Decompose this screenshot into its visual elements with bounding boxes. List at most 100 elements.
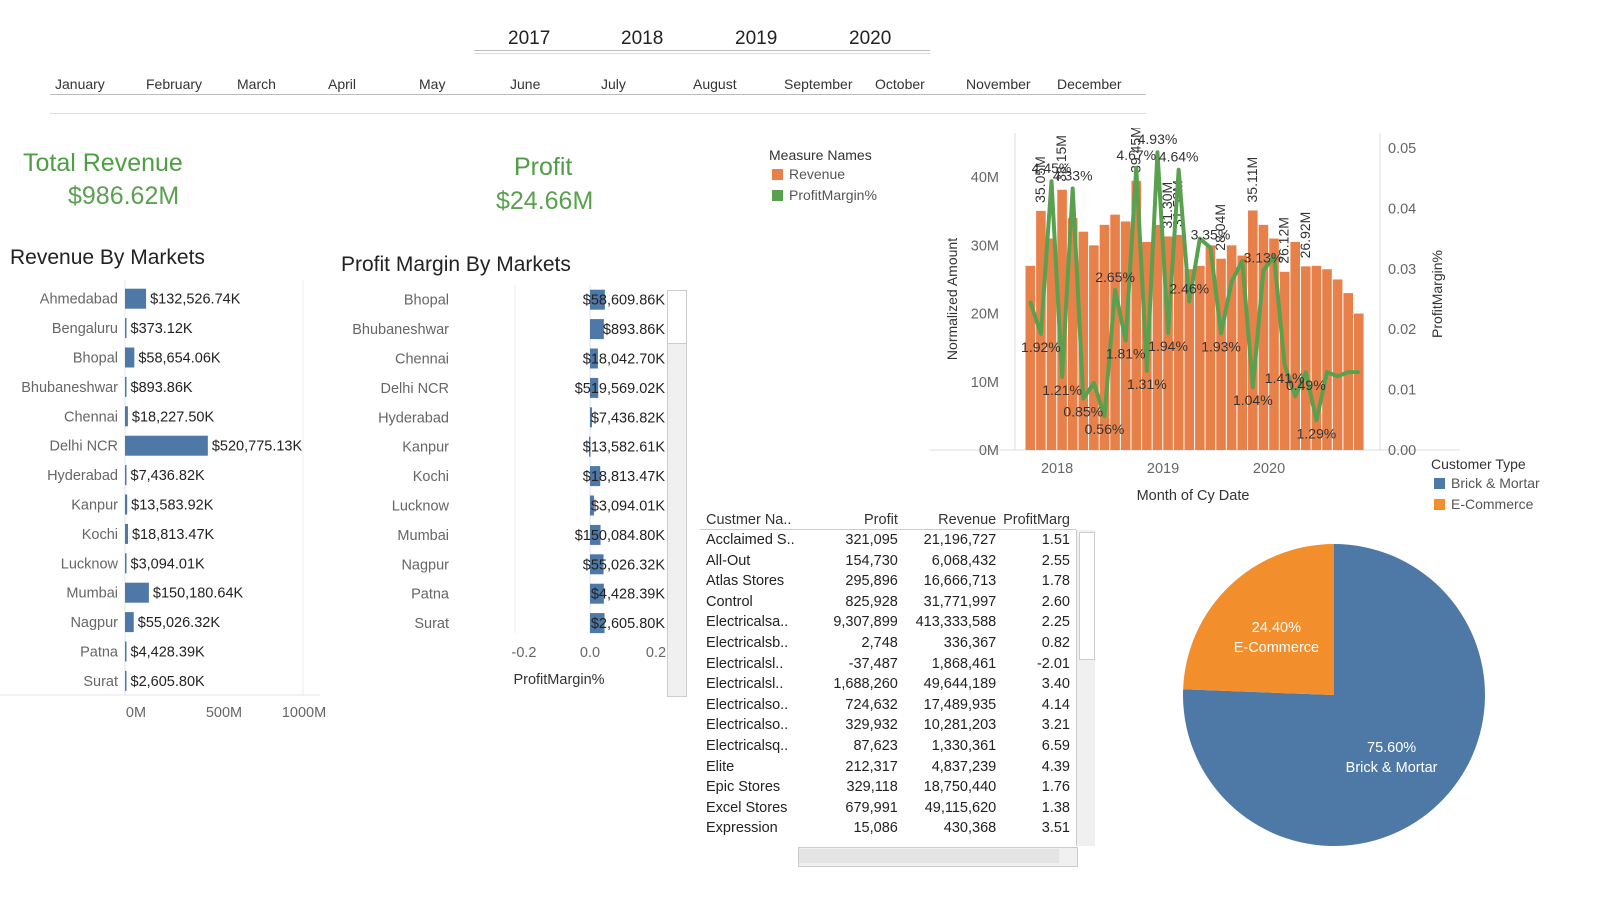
combo-profitmargin-point bbox=[1102, 414, 1106, 418]
profit-title: Profit bbox=[514, 153, 573, 181]
table-header-row: Custmer Na.. Profit Revenue ProfitMarg bbox=[700, 511, 1076, 530]
combo-profitmargin-point bbox=[1134, 166, 1138, 170]
pm-bar bbox=[590, 377, 599, 398]
combo-revenue-bar bbox=[1205, 245, 1216, 450]
combo-revenue-data-label: 38.15M bbox=[1053, 135, 1069, 182]
combo-profitmargin-point bbox=[1124, 339, 1128, 343]
legend-item-e-commerce[interactable]: E-Commerce bbox=[1434, 496, 1533, 512]
combo-revenue-data-label: 28.04M bbox=[1212, 204, 1228, 251]
combo-revenue-bar bbox=[1301, 266, 1311, 450]
year-filter-2019[interactable]: 2019 bbox=[735, 28, 778, 49]
pm-category-label: Lucknow bbox=[392, 499, 450, 515]
legend-swatch-e-commerce bbox=[1434, 498, 1445, 510]
table-cell-revenue: 49,115,620 bbox=[924, 799, 997, 816]
table-row[interactable]: Excel Stores 679,991 49,115,620 1.38 bbox=[700, 798, 1076, 819]
legend-item-revenue[interactable]: Revenue bbox=[772, 166, 845, 182]
month-filter-may[interactable]: May bbox=[419, 76, 446, 92]
month-filter-february[interactable]: February bbox=[146, 76, 203, 92]
pm-x-tick-label: 0.2 bbox=[646, 645, 666, 661]
rev-bar bbox=[125, 406, 128, 427]
rev-category-label: Kochi bbox=[82, 527, 118, 543]
table-row[interactable]: Control 825,928 31,771,997 2.60 bbox=[700, 592, 1076, 613]
combo-profitmargin-data-label: 1.04% bbox=[1233, 392, 1273, 408]
month-filter-march[interactable]: March bbox=[237, 76, 276, 92]
table-row[interactable]: Electricalsb.. 2,748 336,367 0.82 bbox=[700, 633, 1076, 654]
table-cell-profitmargin: 1.38 bbox=[1041, 799, 1070, 816]
table-cell-customer: Electricalsb.. bbox=[706, 634, 789, 651]
combo-revenue-bar bbox=[1237, 255, 1248, 450]
table-header-customer[interactable]: Custmer Na.. bbox=[706, 512, 792, 528]
table-row[interactable]: Electricalsl.. -37,487 1,868,461 -2.01 bbox=[700, 654, 1076, 675]
pm-data-label: $3,094.01K bbox=[591, 499, 666, 515]
pm-data-label: $13,582.61K bbox=[583, 440, 666, 456]
profit-margin-scrollbar[interactable] bbox=[667, 290, 687, 697]
month-filter-divider-2 bbox=[50, 113, 1146, 114]
table-row[interactable]: Electricalsl.. 1,688,260 49,644,189 3.40 bbox=[700, 674, 1076, 695]
table-header-revenue[interactable]: Revenue bbox=[938, 512, 997, 528]
month-filter-april[interactable]: April bbox=[328, 76, 357, 92]
profit-margin-scrollbar-thumb[interactable] bbox=[668, 291, 686, 344]
month-filter-june[interactable]: June bbox=[510, 76, 541, 92]
table-cell-customer: Electricalsl.. bbox=[706, 655, 784, 672]
table-cell-profit: 724,632 bbox=[845, 696, 898, 713]
table-header-profit[interactable]: Profit bbox=[864, 512, 898, 528]
table-cell-profit: 9,307,899 bbox=[833, 614, 898, 631]
month-filter-october[interactable]: October bbox=[875, 76, 925, 92]
table-row[interactable]: Electricalso.. 329,932 10,281,203 3.21 bbox=[700, 715, 1076, 736]
combo-profitmargin-data-label: 3.35% bbox=[1191, 227, 1231, 243]
rev-category-label: Delhi NCR bbox=[50, 439, 119, 455]
combo-revenue-data-label: 35.05M bbox=[1032, 156, 1048, 203]
combo-profitmargin-data-label: 0.85% bbox=[1063, 404, 1103, 420]
table-header-profitmargin[interactable]: ProfitMarg bbox=[1003, 512, 1070, 528]
month-filter-july[interactable]: July bbox=[601, 76, 626, 92]
table-row[interactable]: Atlas Stores 295,896 16,666,713 1.78 bbox=[700, 571, 1076, 592]
table-cell-customer: Expression bbox=[706, 820, 778, 837]
pie-percent-label: 75.60% bbox=[1367, 740, 1416, 756]
pm-x-tick-label: 0.0 bbox=[580, 645, 600, 661]
pm-category-label: Hyderabad bbox=[378, 410, 449, 426]
combo-right-tick-label: 0.04 bbox=[1388, 201, 1416, 217]
combo-revenue-bar bbox=[1046, 238, 1057, 450]
table-row[interactable]: Expression 15,086 430,368 3.51 bbox=[700, 818, 1076, 839]
month-filter-january[interactable]: January bbox=[55, 76, 105, 92]
table-row[interactable]: Acclaimed S.. 321,095 21,196,727 1.51 bbox=[700, 530, 1076, 551]
month-filter-november[interactable]: November bbox=[966, 76, 1031, 92]
legend-label-revenue: Revenue bbox=[789, 166, 846, 182]
pm-data-label: $2,605.80K bbox=[591, 616, 666, 632]
table-horizontal-scrollbar[interactable] bbox=[798, 847, 1078, 867]
table-cell-profit: 1,688,260 bbox=[833, 676, 898, 693]
combo-profitmargin-point bbox=[1346, 370, 1350, 374]
month-filter-september[interactable]: September bbox=[784, 76, 853, 92]
combo-revenue-bar bbox=[1258, 224, 1269, 450]
combo-revenue-bar bbox=[1025, 265, 1036, 450]
table-vertical-scrollbar-thumb[interactable] bbox=[1079, 532, 1095, 660]
year-filter-2020[interactable]: 2020 bbox=[849, 28, 892, 49]
table-vertical-scrollbar[interactable] bbox=[1076, 530, 1095, 846]
combo-profitmargin-data-label: 0.49% bbox=[1286, 377, 1326, 393]
rev-bar bbox=[125, 494, 128, 515]
year-filter-2018[interactable]: 2018 bbox=[621, 28, 664, 49]
combo-profitmargin-point bbox=[1208, 246, 1212, 250]
legend-item-brick-mortar[interactable]: Brick & Mortar bbox=[1434, 475, 1540, 491]
rev-bar bbox=[125, 670, 127, 691]
table-row[interactable]: All-Out 154,730 6,068,432 2.55 bbox=[700, 551, 1076, 572]
table-cell-profit: -37,487 bbox=[848, 655, 898, 672]
combo-revenue-bar bbox=[1099, 224, 1110, 450]
month-filter-december[interactable]: December bbox=[1057, 76, 1122, 92]
combo-revenue-data-label: 35.11M bbox=[1244, 157, 1260, 203]
month-filter-divider bbox=[50, 94, 1146, 95]
pm-data-label: $18,042.70K bbox=[583, 352, 666, 368]
table-row[interactable]: Electricalsq.. 87,623 1,330,361 6.59 bbox=[700, 736, 1076, 757]
table-horizontal-scrollbar-thumb[interactable] bbox=[799, 849, 1059, 863]
combo-x-axis-title: Month of Cy Date bbox=[1137, 488, 1250, 504]
month-filter-august[interactable]: August bbox=[693, 76, 737, 92]
table-cell-revenue: 6,068,432 bbox=[931, 552, 997, 569]
table-row[interactable]: Electricalso.. 724,632 17,489,935 4.14 bbox=[700, 695, 1076, 716]
table-cell-revenue: 18,750,440 bbox=[923, 779, 997, 796]
year-filter-2017[interactable]: 2017 bbox=[508, 28, 551, 49]
table-row[interactable]: Elite 212,317 4,837,239 4.39 bbox=[700, 757, 1076, 778]
legend-item-profitmargin[interactable]: ProfitMargin% bbox=[772, 187, 877, 203]
table-cell-customer: Epic Stores bbox=[706, 779, 781, 796]
table-row[interactable]: Electricalsa.. 9,307,899 413,333,588 2.25 bbox=[700, 612, 1076, 633]
table-row[interactable]: Epic Stores 329,118 18,750,440 1.76 bbox=[700, 777, 1076, 798]
